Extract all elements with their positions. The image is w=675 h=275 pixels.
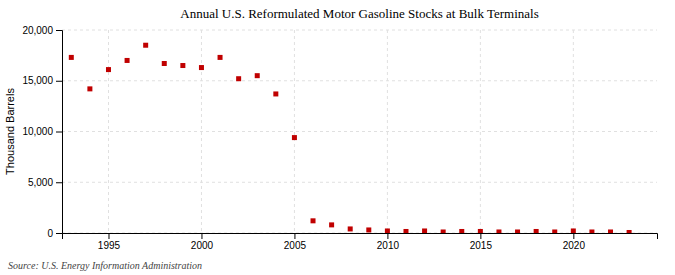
tick-mark (56, 30, 62, 31)
tick-label: 15,000 (22, 75, 53, 86)
tick-mark (294, 233, 295, 239)
tick-label: 2020 (563, 240, 586, 251)
grid (62, 30, 657, 233)
point (143, 43, 148, 48)
tick: 2005 (284, 233, 307, 251)
tick-mark (56, 233, 62, 234)
tick-label: 1995 (98, 240, 121, 251)
point (366, 227, 371, 232)
point (255, 73, 260, 78)
point (627, 230, 632, 233)
point (236, 76, 241, 81)
grid-line-x (294, 30, 295, 233)
point (589, 229, 594, 233)
y-axis-title: Thousand Barrels (4, 88, 16, 175)
tick-label: 2010 (377, 240, 400, 251)
point (534, 229, 539, 233)
point (199, 65, 204, 70)
point (403, 229, 408, 233)
y-axis: 0 5,000 10,000 15,000 20,000 (22, 25, 62, 239)
point (478, 229, 483, 233)
grid-line-x (480, 30, 481, 233)
tick-label: 10,000 (22, 126, 53, 137)
point (385, 228, 390, 233)
grid-line-y (62, 80, 657, 81)
chart: 1995 2000 2005 2010 2015 2020 0 5,000 10,000 15,0… (0, 0, 675, 275)
point (515, 229, 520, 233)
tick-label: 0 (47, 228, 53, 239)
point (608, 229, 613, 233)
point (459, 229, 464, 233)
tick-mark (56, 132, 62, 133)
tick: 0 (47, 228, 62, 239)
tick-mark (56, 182, 62, 183)
point (292, 135, 297, 140)
tick-label: 2015 (470, 240, 493, 251)
plot-area: 1995 2000 2005 2010 2015 2020 0 5,000 10,000 15,0… (22, 25, 657, 251)
grid-line-y (62, 182, 657, 183)
tick-label: 5,000 (28, 177, 53, 188)
tick-label: 2000 (191, 240, 214, 251)
grid-line-y (62, 30, 657, 31)
tick: 2015 (470, 233, 493, 251)
point (552, 229, 557, 233)
tick-mark (480, 233, 481, 239)
source-note: Source: U.S. Energy Information Administ… (8, 260, 202, 271)
grid-line-x (573, 30, 574, 233)
point (496, 229, 501, 233)
point (69, 55, 74, 60)
grid-line-x (108, 30, 109, 233)
grid-line-x (201, 30, 202, 233)
title: Annual U.S. Reformulated Motor Gasoline … (180, 6, 538, 21)
tick: 2010 (377, 233, 400, 251)
point (311, 218, 316, 223)
grid-line-y (62, 131, 657, 132)
x-axis: 1995 2000 2005 2010 2015 2020 (63, 233, 658, 251)
grid-line-x (387, 30, 388, 233)
tick: 1995 (98, 233, 121, 251)
point (87, 86, 92, 91)
tick: 2000 (191, 233, 214, 251)
tick-mark (201, 233, 202, 239)
tick-label: 20,000 (22, 25, 53, 36)
axis-line (63, 234, 658, 240)
point (571, 228, 576, 233)
tick-label: 2005 (284, 240, 307, 251)
tick-mark (387, 233, 388, 239)
points (69, 43, 632, 233)
tick: 15,000 (22, 75, 62, 86)
tick-mark (108, 233, 109, 239)
tick: 2020 (563, 233, 586, 251)
point (218, 55, 223, 60)
point (422, 228, 427, 233)
point (348, 226, 353, 231)
tick-mark (573, 233, 574, 239)
tick: 20,000 (22, 25, 62, 36)
point (125, 58, 130, 63)
point (441, 229, 446, 233)
tick: 10,000 (22, 126, 62, 137)
axis-line (56, 31, 63, 234)
tick-mark (56, 81, 62, 82)
point (106, 67, 111, 72)
tick: 5,000 (28, 177, 62, 188)
point (273, 91, 278, 96)
point (162, 61, 167, 66)
point (180, 63, 185, 68)
point (329, 222, 334, 227)
